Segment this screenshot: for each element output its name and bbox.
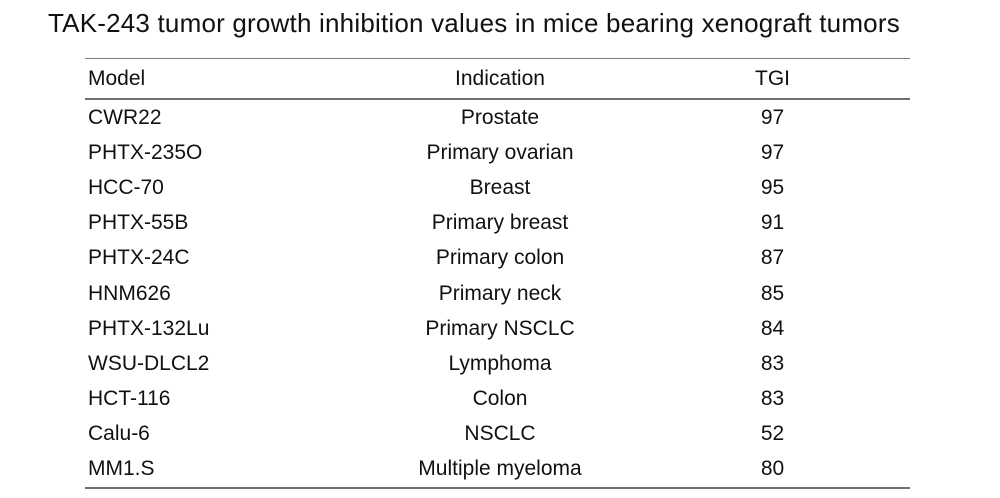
table-header-rule: [85, 98, 910, 100]
cell-model: HCT-116: [88, 387, 171, 411]
cell-model: PHTX-55B: [88, 211, 189, 235]
cell-model: CWR22: [88, 105, 162, 129]
cell-indication: Primary breast: [431, 211, 569, 235]
table-bottom-rule: [85, 487, 910, 489]
cell-tgi: 85: [760, 281, 785, 305]
column-header-model: Model: [88, 66, 146, 90]
cell-tgi: 83: [760, 387, 785, 411]
tgi-table: Model Indication TGI CWR22 Prostate 97 PHTX…: [85, 58, 910, 489]
cell-indication: Primary neck: [438, 281, 562, 305]
cell-tgi: 87: [760, 246, 785, 270]
cell-tgi: 91: [760, 211, 785, 235]
cell-tgi: 80: [760, 457, 785, 481]
table-row: CWR22 Prostate 97: [85, 100, 910, 135]
table-row: PHTX-132Lu Primary NSCLC 84: [85, 311, 910, 346]
column-header-tgi: TGI: [755, 66, 790, 90]
table-row: PHTX-24C Primary colon 87: [85, 241, 910, 276]
column-header-indication: Indication: [455, 66, 545, 90]
cell-indication: Prostate: [460, 105, 540, 129]
cell-model: Calu-6: [88, 422, 150, 446]
cell-indication: Lymphoma: [448, 351, 552, 375]
cell-model: HNM626: [88, 281, 171, 305]
table-row: PHTX-235O Primary ovarian 97: [85, 135, 910, 170]
cell-tgi: 97: [760, 140, 785, 164]
table-row: MM1.S Multiple myeloma 80: [85, 452, 910, 487]
cell-model: PHTX-235O: [88, 140, 203, 164]
cell-indication: Primary ovarian: [426, 140, 574, 164]
table-row: WSU-DLCL2 Lymphoma 83: [85, 346, 910, 381]
cell-tgi: 52: [760, 422, 785, 446]
table-row: HCC-70 Breast 95: [85, 170, 910, 205]
cell-model: MM1.S: [88, 457, 155, 481]
cell-tgi: 97: [760, 105, 785, 129]
cell-indication: Multiple myeloma: [418, 457, 582, 481]
cell-tgi: 83: [760, 351, 785, 375]
table-row: HCT-116 Colon 83: [85, 382, 910, 417]
table-top-rule: [85, 58, 910, 59]
cell-tgi: 95: [760, 175, 785, 199]
cell-indication: Primary colon: [435, 246, 565, 270]
cell-indication: Breast: [469, 175, 531, 199]
cell-tgi: 84: [760, 316, 785, 340]
table-row: Calu-6 NSCLC 52: [85, 417, 910, 452]
cell-model: WSU-DLCL2: [88, 351, 210, 375]
cell-model: HCC-70: [88, 175, 164, 199]
cell-model: PHTX-132Lu: [88, 316, 210, 340]
table-row: PHTX-55B Primary breast 91: [85, 206, 910, 241]
cell-indication: NSCLC: [464, 422, 536, 446]
cell-model: PHTX-24C: [88, 246, 190, 270]
cell-indication: Colon: [472, 387, 528, 411]
table-body: CWR22 Prostate 97 PHTX-235O Primary ovarian 9…: [85, 100, 910, 487]
cell-indication: Primary NSCLC: [425, 316, 575, 340]
table-header-row: Model Indication TGI: [85, 59, 910, 98]
table-row: HNM626 Primary neck 85: [85, 276, 910, 311]
page-title: TAK-243 tumor growth inhibition values i…: [48, 8, 900, 38]
